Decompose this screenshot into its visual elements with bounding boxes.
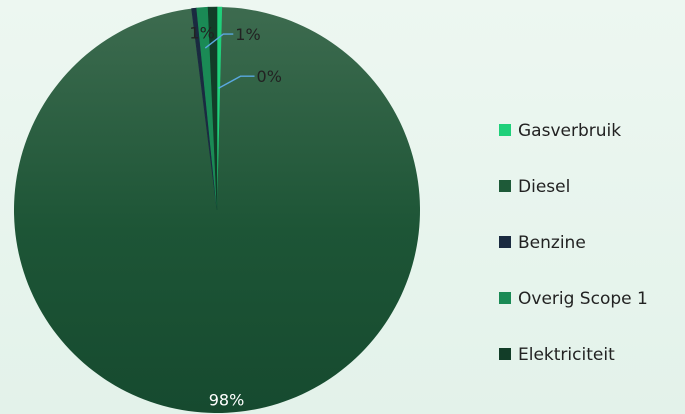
legend-item-benzine: Benzine [499, 233, 586, 253]
legend-item-gasverbruik: Gasverbruik [499, 121, 621, 141]
legend-swatch-overig-scope-1 [499, 292, 511, 304]
data-label-gasverbruik: 0% [257, 67, 282, 86]
legend-label-diesel: Diesel [518, 177, 570, 197]
data-label-diesel: 98% [209, 391, 245, 410]
data-labels: 0% 98% 1% 1% [189, 23, 282, 409]
legend-item-overig-scope-1: Overig Scope 1 [499, 289, 648, 309]
pie-slices [14, 6, 421, 413]
legend-item-elektriciteit: Elektriciteit [499, 345, 615, 365]
data-label-overig-scope-1: 1% [235, 25, 260, 44]
legend-swatch-gasverbruik [499, 124, 511, 136]
legend-swatch-elektriciteit [499, 348, 511, 360]
legend-label-overig-scope-1: Overig Scope 1 [518, 289, 648, 309]
legend-swatch-diesel [499, 180, 511, 192]
legend-label-gasverbruik: Gasverbruik [518, 121, 621, 141]
leader-line-overig-scope-1 [204, 33, 234, 49]
pie-slice-elektriciteit [207, 6, 218, 211]
pie-slice-diesel [14, 7, 421, 413]
legend-label-benzine: Benzine [518, 233, 586, 253]
data-label-elektriciteit: 1% [189, 23, 214, 42]
legend-swatch-benzine [499, 236, 511, 248]
leader-line-gasverbruik [218, 75, 255, 89]
legend: Gasverbruik Diesel Benzine Overig Scope 1 El… [499, 121, 648, 365]
legend-item-diesel: Diesel [499, 177, 570, 197]
legend-label-elektriciteit: Elektriciteit [518, 345, 615, 365]
